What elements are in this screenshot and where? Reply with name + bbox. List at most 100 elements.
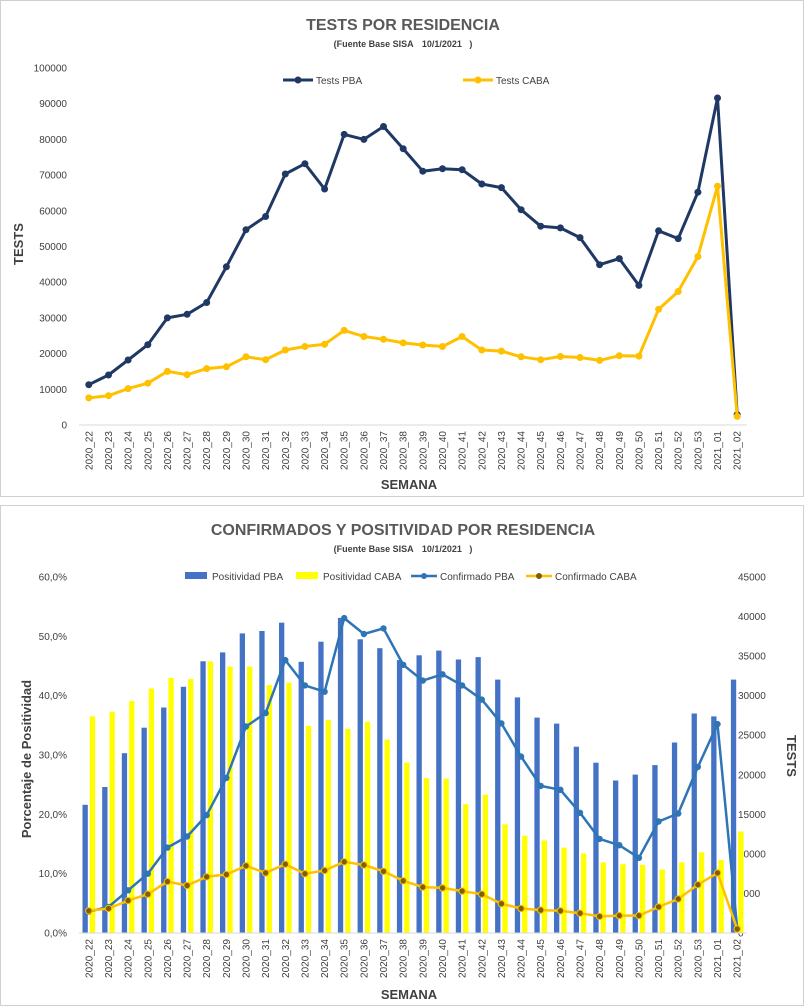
x-tick-label: 2020_35 xyxy=(340,939,351,978)
positividad-chart-panel: CONFIRMADOS Y POSITIVIDAD POR RESIDENCIA… xyxy=(0,505,804,1006)
tests-pba-point xyxy=(556,224,564,232)
bar-positividad-caba xyxy=(109,711,115,933)
tests-pba-point xyxy=(655,227,663,235)
confirmado-caba-point xyxy=(203,873,211,881)
x-tick-label: 2020_47 xyxy=(576,431,587,470)
bar-positividad-pba xyxy=(239,633,245,933)
tests-caba-point xyxy=(458,333,466,340)
x-tick-label: 2020_37 xyxy=(379,431,390,470)
confirmado-pba-point xyxy=(282,656,289,664)
chart2-x-axis-title: SEMANA xyxy=(381,987,438,1002)
tests-pba-point xyxy=(380,123,387,130)
tests-caba-point xyxy=(85,394,93,402)
bar-positividad-caba xyxy=(129,701,135,933)
tests-pba-point xyxy=(262,213,270,220)
x-tick-label: 2020_40 xyxy=(438,939,449,978)
y-tick-label: 10,0% xyxy=(39,869,67,880)
bar-positividad-caba xyxy=(384,739,390,933)
bar-positividad-pba xyxy=(593,762,599,933)
x-tick-label: 2020_39 xyxy=(418,431,429,470)
confirmado-caba-point xyxy=(124,896,132,905)
tests-caba-point xyxy=(733,412,741,420)
confirmado-caba-point xyxy=(635,911,643,920)
tests-caba-point xyxy=(635,352,643,360)
y-tick-label: 100000 xyxy=(34,64,68,75)
tests-caba-point xyxy=(360,333,368,340)
x-tick-label: 2020_34 xyxy=(320,431,331,470)
x-tick-label: 2020_46 xyxy=(556,939,567,978)
tests-pba-point xyxy=(281,170,289,178)
confirmado-pba-point xyxy=(557,786,564,793)
tests-pba-point xyxy=(203,299,211,306)
tests-pba-point xyxy=(144,341,152,349)
confirmado-pba-point xyxy=(439,671,446,678)
y-tick-label: 0 xyxy=(61,421,67,432)
chart1-title: TESTS POR RESIDENCIA xyxy=(306,17,500,34)
tests-caba-point xyxy=(537,356,545,364)
x-tick-label: 2020_34 xyxy=(320,939,331,978)
bar-positividad-caba xyxy=(718,860,724,933)
y-tick-label: 30000 xyxy=(39,313,67,324)
x-tick-label: 2021_01 xyxy=(713,431,724,470)
tests-pba-point xyxy=(458,166,466,174)
y2-tick-label: 15000 xyxy=(738,810,766,821)
series-line-confirmado-caba xyxy=(88,860,739,930)
y-tick-label: 40,0% xyxy=(39,691,67,702)
tests-caba-point xyxy=(380,335,387,343)
confirmado-caba-point xyxy=(379,867,388,875)
chart1-x-ticks: 2020_22 2020_23 2020_24 2020_25 2020_26 2020_… xyxy=(84,431,743,470)
x-tick-label: 2020_30 xyxy=(242,431,253,470)
x-tick-label: 2020_45 xyxy=(536,431,547,470)
x-tick-label: 2020_26 xyxy=(163,939,174,978)
tests-caba-point xyxy=(655,305,663,313)
bar-positividad-pba xyxy=(377,648,383,933)
y2-tick-label: 5000 xyxy=(738,889,761,900)
chart2-x-ticks: 2020_22 2020_23 2020_24 2020_25 2020_26 2020_… xyxy=(84,939,743,978)
bar-positividad-pba xyxy=(220,652,226,933)
confirmado-pba-point xyxy=(616,842,623,849)
x-tick-label: 2020_36 xyxy=(359,431,370,470)
bar-positividad-pba xyxy=(691,713,697,933)
tests-pba-point xyxy=(301,160,309,168)
x-tick-label: 2020_25 xyxy=(143,431,154,470)
x-tick-label: 2020_33 xyxy=(300,431,311,470)
x-tick-label: 2021_02 xyxy=(733,431,744,470)
x-tick-label: 2020_44 xyxy=(517,431,528,470)
bar-positividad-pba xyxy=(534,717,540,933)
tests-caba-point xyxy=(596,356,604,364)
y-tick-label: 30,0% xyxy=(39,751,67,762)
bar-positividad-pba xyxy=(259,631,265,933)
confirmado-caba-point xyxy=(360,861,368,869)
chart1-subtitle-date: 10/1/2021 xyxy=(422,39,462,49)
y-tick-label: 50,0% xyxy=(39,632,67,643)
x-tick-label: 2020_22 xyxy=(84,939,95,978)
bar-positividad-caba xyxy=(698,852,705,933)
y-tick-label: 90000 xyxy=(39,99,67,110)
x-tick-label: 2020_40 xyxy=(438,431,449,470)
x-tick-label: 2020_35 xyxy=(340,431,351,470)
confirmado-caba-point xyxy=(399,877,407,885)
y-tick-label: 10000 xyxy=(39,385,67,396)
y-tick-label: 60,0% xyxy=(39,573,67,584)
confirmado-pba-point xyxy=(714,720,721,728)
tests-caba-point xyxy=(105,392,112,400)
confirmado-caba-point xyxy=(556,907,565,915)
chart1-subtitle-close: ) xyxy=(469,39,472,49)
y2-tick-label: 20000 xyxy=(738,770,766,781)
x-tick-label: 2020_25 xyxy=(143,939,154,978)
chart2-y2-ticks: 0 5000 10000 15000 20000 25000 30000 35000 40000… xyxy=(738,573,766,940)
bar-positividad-caba xyxy=(364,721,371,933)
confirmado-pba-point xyxy=(341,614,348,622)
legend-tests-pba-label: Tests PBA xyxy=(316,76,362,87)
x-tick-label: 2020_49 xyxy=(615,939,626,978)
tests-caba-point xyxy=(714,182,721,190)
x-tick-label: 2020_48 xyxy=(595,431,606,470)
y-tick-label: 70000 xyxy=(39,171,67,182)
positividad-combo-chart: CONFIRMADOS Y POSITIVIDAD POR RESIDENCIA… xyxy=(19,522,799,1002)
bar-positividad-pba xyxy=(357,639,363,933)
x-tick-label: 2020_27 xyxy=(183,431,194,470)
tests-caba-point xyxy=(242,353,250,361)
tests-pba-point xyxy=(694,188,702,196)
confirmado-caba-point xyxy=(537,906,545,914)
tests-pba-point xyxy=(419,167,427,175)
